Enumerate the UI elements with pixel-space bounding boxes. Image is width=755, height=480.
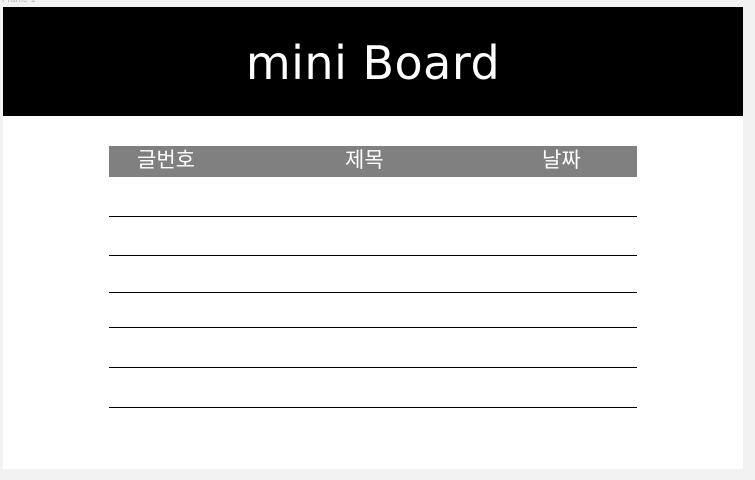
table-row-divider [109,255,637,256]
table-row-divider [109,292,637,293]
table-row-divider [109,407,637,408]
page-frame: mini Board 글번호 제목 날짜 [3,7,743,469]
column-header-title: 제목 [345,148,384,172]
column-header-number: 글번호 [137,148,195,172]
board-table: 글번호 제목 날짜 [109,146,637,417]
frame-label: Frame 1 [2,0,36,4]
table-row-divider [109,327,637,328]
table-row-divider [109,216,637,217]
page-title: mini Board [245,35,501,90]
table-body [109,177,637,417]
table-header: 글번호 제목 날짜 [109,146,637,177]
table-row-divider [109,367,637,368]
site-header: mini Board [3,7,743,116]
column-header-date: 날짜 [542,148,581,172]
